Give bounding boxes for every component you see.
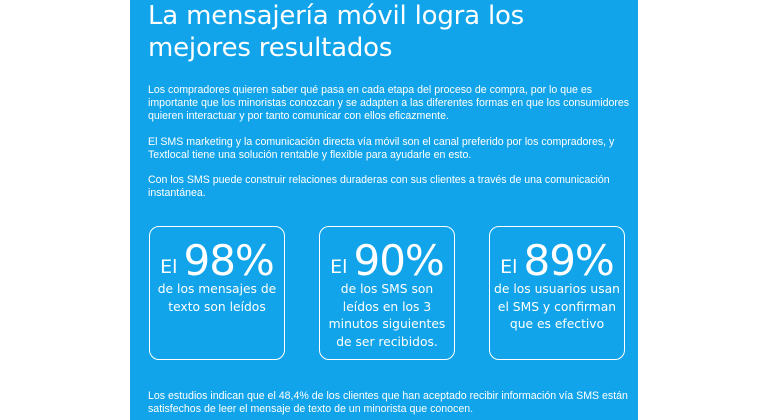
stat-description: de los mensajes de texto son leídos (157, 282, 277, 314)
footer-paragraph: Los estudios indican que el 48,4% de los… (148, 390, 628, 415)
stat-headline: El 90% (320, 233, 454, 298)
relations-paragraph: Con los SMS puede construir relaciones d… (148, 174, 610, 199)
stat-percentage: 90% (353, 236, 444, 285)
stat-description: de los SMS son leídos en los 3 minutos s… (328, 282, 446, 349)
stat-percentage: 89% (523, 236, 614, 285)
stat-card-effectiveness: El 89% de los usuarios usan el SMS y conf… (489, 226, 625, 360)
left-margin (0, 0, 130, 420)
stat-card-read-rate: El 98% de los mensajes de texto son leído… (149, 226, 285, 360)
stat-prefix: El (160, 256, 178, 278)
page-title: La mensajería móvil logra los mejores re… (148, 1, 525, 63)
stat-description: de los usuarios usan el SMS y confirman … (494, 282, 620, 331)
stat-prefix: El (330, 256, 348, 278)
infographic-panel: La mensajería móvil logra los mejores re… (130, 0, 638, 420)
stat-percentage: 98% (183, 236, 274, 285)
intro-paragraph: Los compradores quieren saber qué pasa e… (148, 84, 630, 122)
right-margin (638, 0, 768, 420)
preferred-channel-paragraph: El SMS marketing y la comunicación direc… (148, 136, 615, 161)
stat-card-read-time: El 90% de los SMS son leídos en los 3 min… (319, 226, 455, 360)
stat-headline: El 98% (150, 233, 284, 298)
stat-prefix: El (500, 256, 518, 278)
stat-headline: El 89% (490, 233, 624, 298)
